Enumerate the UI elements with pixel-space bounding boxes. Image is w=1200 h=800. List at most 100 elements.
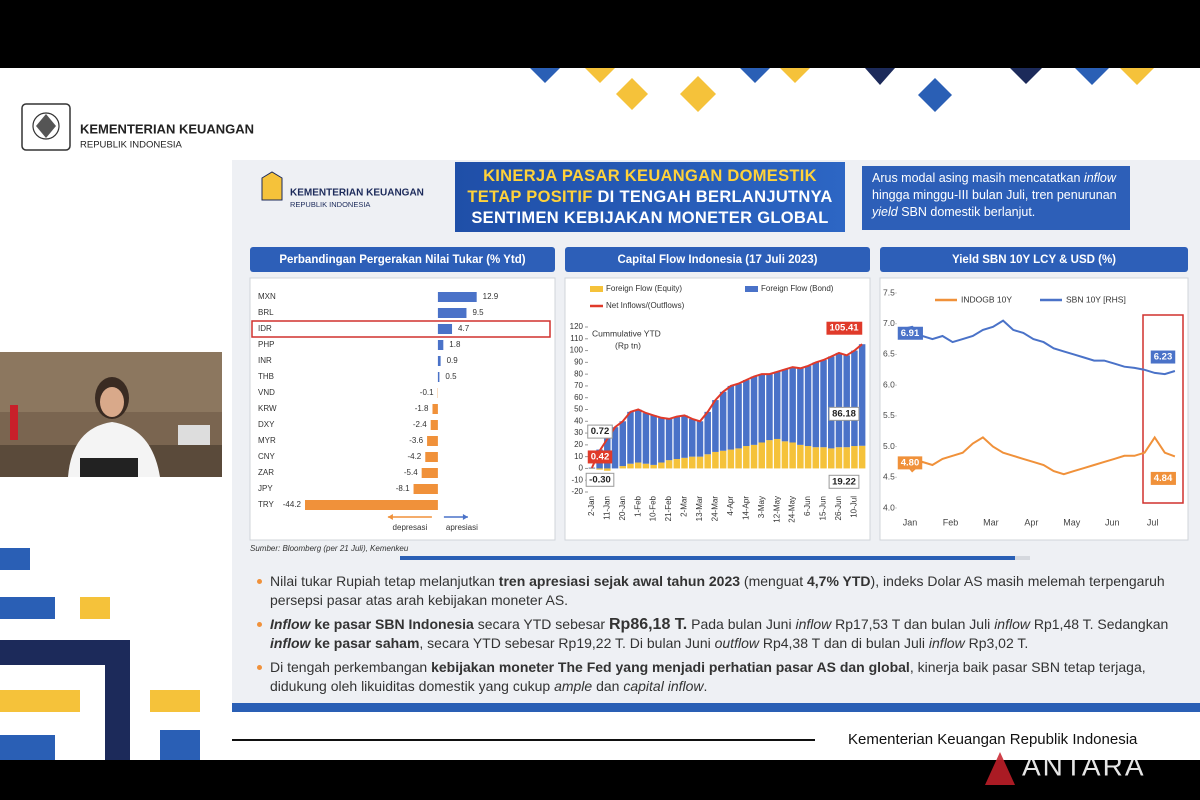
bar	[835, 447, 843, 469]
bullet-segment: ), indeks Dolar AS masih melemah terpeng…	[270, 573, 1165, 608]
bar	[804, 446, 812, 469]
legend-label: SBN 10Y [RHS]	[1066, 294, 1126, 304]
bullet-segment: Pada bulan Juni	[687, 616, 796, 632]
bar	[305, 500, 438, 510]
bar	[650, 464, 657, 469]
summary-segment: yield	[872, 205, 898, 219]
x-tick-label: 2-Jan	[587, 496, 596, 516]
bar	[712, 451, 719, 469]
bar	[858, 445, 866, 469]
summary-segment: hingga minggu-III bulan Juli, tren penur…	[872, 188, 1117, 202]
bullet-segment: .	[703, 678, 708, 694]
bar	[432, 404, 438, 414]
y-tick-label: 50	[574, 405, 583, 414]
bullet-segment: inflow	[928, 635, 965, 651]
annotation: apresiasi	[446, 523, 478, 532]
webcam-feed	[0, 352, 222, 477]
category-label: MYR	[258, 436, 276, 445]
category-label: JPY	[258, 484, 273, 493]
data-label: 19.22	[832, 476, 856, 487]
data-label: -0.30	[589, 474, 611, 485]
bar	[828, 448, 835, 469]
panel-title: Yield SBN 10Y LCY & USD (%)	[952, 254, 1116, 266]
y-tick-label: 100	[570, 346, 584, 355]
bar	[812, 447, 820, 469]
title-segment: KINERJA PASAR KEUANGAN DOMESTIK TETAP PO…	[467, 166, 817, 206]
bullet-segment: secara YTD sebesar	[473, 616, 609, 632]
bullet-segment: Di tengah perkembangan	[270, 659, 432, 675]
bullet-segment: Rp3,02 T.	[964, 635, 1029, 651]
data-label-box	[1150, 471, 1176, 485]
x-tick-label: 12-May	[772, 496, 781, 523]
bar	[843, 447, 850, 469]
panel-title: Capital Flow Indonesia (17 Juli 2023)	[617, 254, 817, 266]
data-label-box	[826, 321, 863, 335]
bullet-segment: Inflow	[270, 616, 311, 632]
watermark: ANTARA	[1022, 750, 1146, 781]
bar	[665, 460, 673, 469]
category-label: TRY	[258, 500, 275, 509]
bar	[681, 415, 688, 458]
annotation: depresasi	[393, 523, 428, 532]
bar	[658, 417, 665, 463]
summary-segment: Arus modal asing masih mencatatkan	[872, 171, 1084, 185]
y-tick-label: 4.5	[883, 472, 895, 482]
bullet-segment: (menguat	[740, 573, 807, 589]
data-label-group: 4.80	[897, 456, 923, 470]
bar	[634, 462, 642, 469]
y-tick-label: 80	[574, 369, 583, 378]
y-tick-label: -20	[571, 487, 583, 496]
bar	[627, 411, 634, 464]
x-tick-label: 2-Mar	[680, 496, 689, 517]
y-tick-label: 40	[574, 416, 583, 425]
summary-segment: inflow	[1083, 171, 1116, 185]
category-label: DXY	[258, 420, 275, 429]
category-label: VND	[258, 388, 275, 397]
line	[590, 343, 863, 469]
y-tick-label: 120	[570, 322, 584, 331]
bar	[619, 466, 626, 469]
x-tick-label: Mar	[983, 517, 999, 527]
category-label: BRL	[258, 308, 274, 317]
bar	[634, 409, 642, 463]
bullet-segment: ke pasar saham	[310, 635, 420, 651]
top-bar	[0, 0, 1200, 68]
bullet-segment: Rp17,53 T dan bulan Juli	[831, 616, 995, 632]
x-tick-label: 3-May	[757, 496, 766, 518]
data-label: 86.18	[832, 408, 856, 419]
bar	[719, 391, 727, 451]
bullet-segment: 4,7% YTD	[806, 573, 871, 589]
data-label: 6.23	[1154, 352, 1173, 363]
x-tick-label: 10-Jul	[850, 496, 859, 518]
x-tick-label: Apr	[1024, 517, 1038, 527]
bar	[766, 374, 773, 441]
panel-header	[565, 247, 870, 272]
data-label-group: 19.22	[828, 474, 860, 489]
bullet-segment: Nilai tukar Rupiah tetap melanjutkan	[270, 573, 499, 589]
y-tick-label: 0	[579, 464, 584, 473]
bar	[789, 442, 796, 469]
bar	[604, 468, 611, 471]
bar	[619, 421, 626, 467]
slide-country: REPUBLIK INDONESIA	[290, 200, 370, 209]
panel-header	[880, 247, 1188, 272]
x-tick-label: Jul	[1147, 517, 1159, 527]
x-tick-label: 15-Jun	[819, 496, 828, 520]
value-label: -8.1	[396, 484, 410, 493]
legend-swatch	[590, 286, 603, 292]
bar	[858, 344, 866, 446]
highlight-box	[251, 320, 551, 338]
data-label: 4.84	[1154, 473, 1173, 484]
bar	[704, 411, 711, 455]
bar	[797, 368, 804, 445]
x-tick-label: 14-Apr	[741, 496, 750, 520]
bar	[766, 440, 773, 469]
value-label: 1.8	[449, 340, 461, 349]
bar	[437, 292, 477, 302]
footer-text: Kementerian Keuangan Republik Indonesia	[848, 731, 1138, 748]
bar	[743, 446, 750, 469]
data-label-group: 6.91	[897, 326, 923, 340]
value-label: 4.7	[458, 324, 470, 333]
